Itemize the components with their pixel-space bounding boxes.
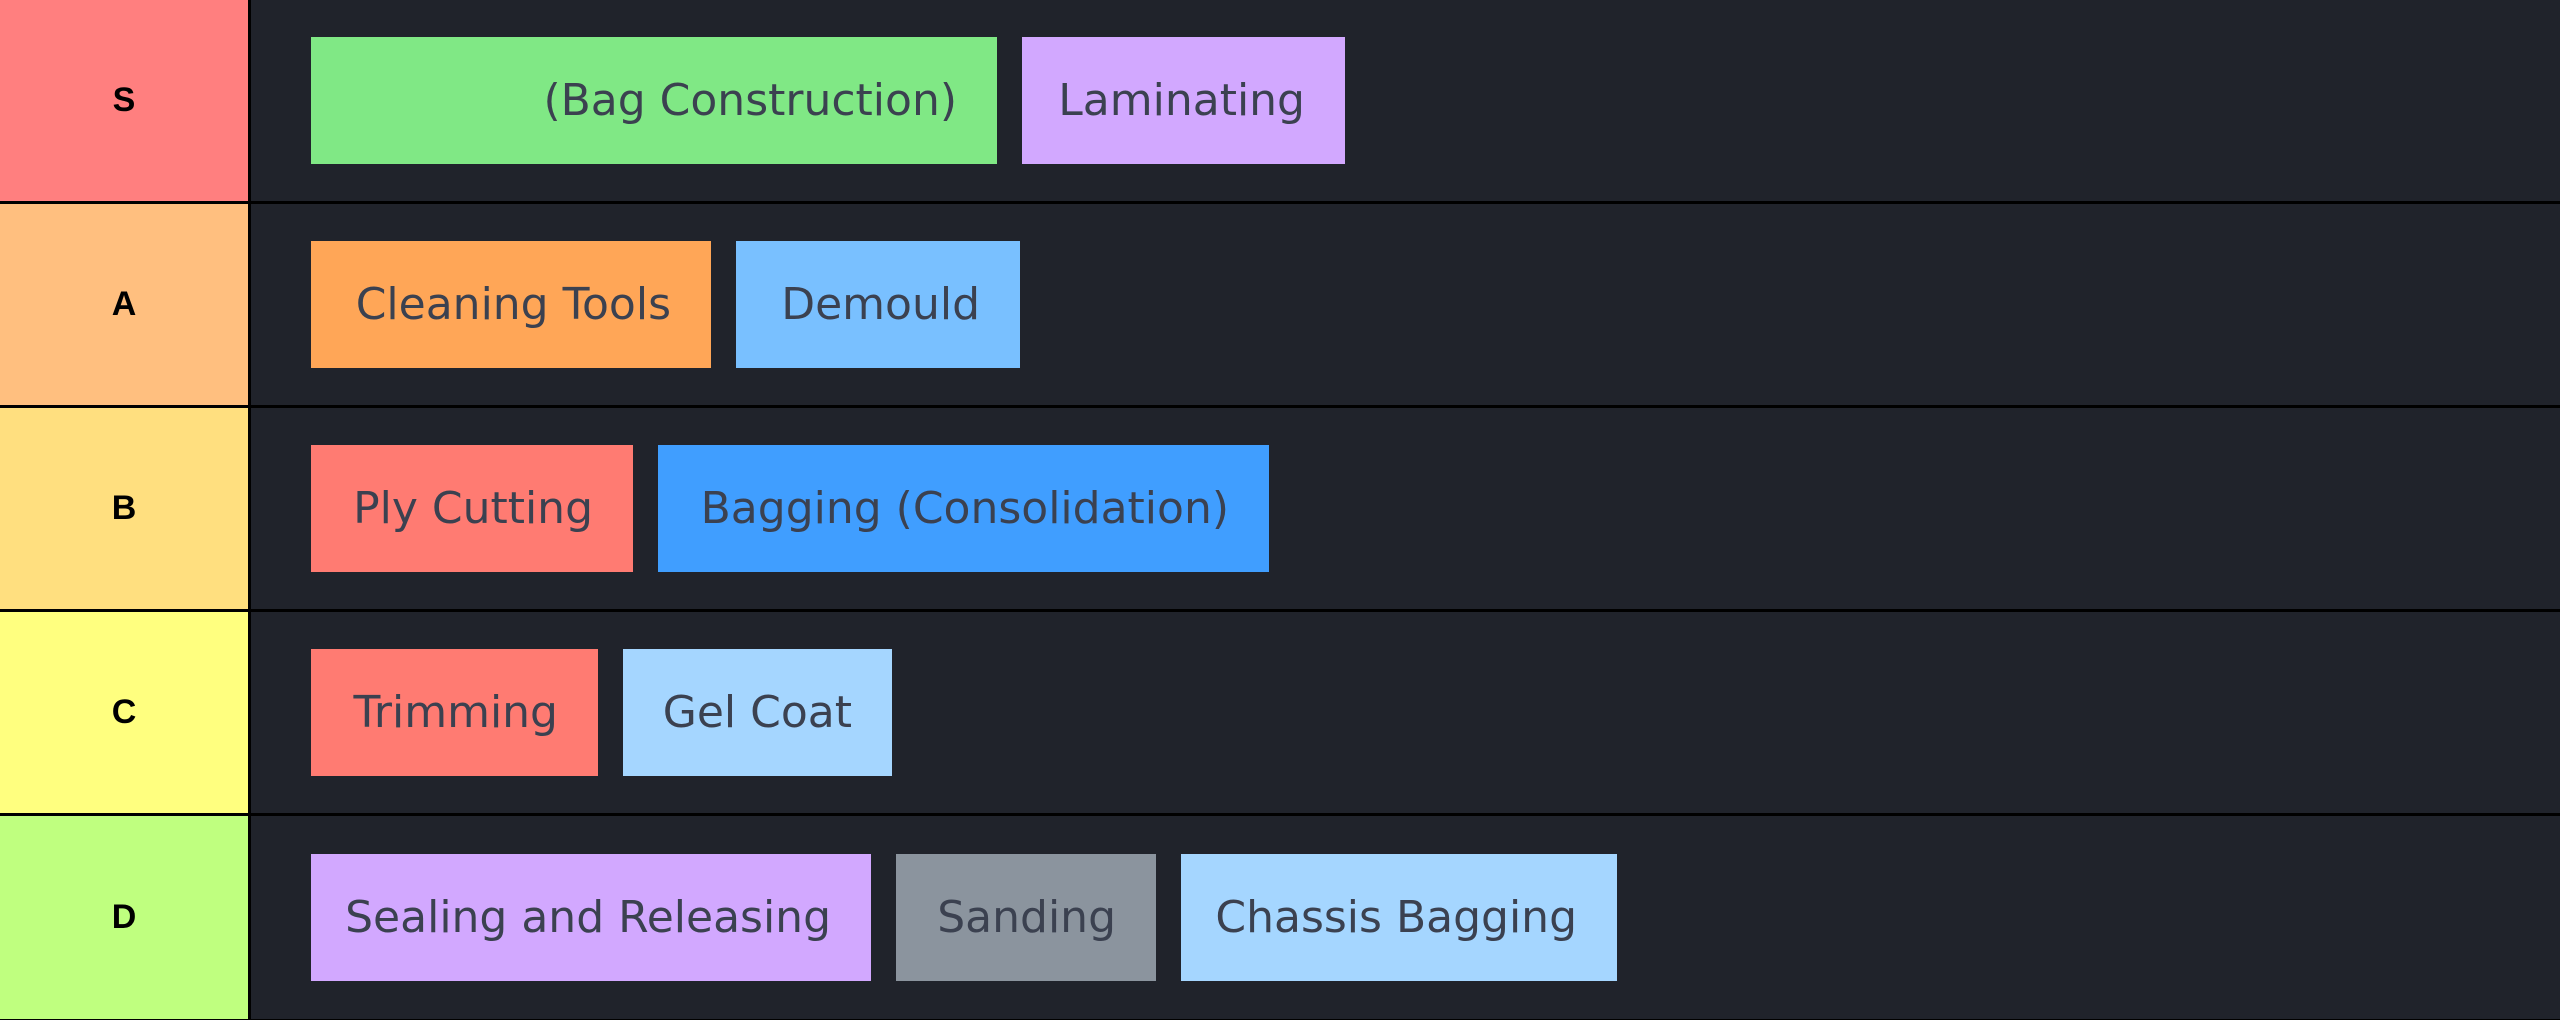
tier-items-a: Cleaning Tools Demould <box>251 204 2560 405</box>
tier-row-s: S (Bag Construction) Laminating <box>0 0 2560 201</box>
tier-label-s: S <box>0 0 248 201</box>
tier-row-a: A Cleaning Tools Demould <box>0 204 2560 405</box>
tier-items-b: Ply Cutting Bagging (Consolidation) <box>251 408 2560 609</box>
tier-item[interactable]: Ply Cutting <box>311 445 633 572</box>
tier-item[interactable]: (Bag Construction) <box>311 37 997 164</box>
tier-item[interactable]: Bagging (Consolidation) <box>658 445 1269 572</box>
tier-items-d: Sealing and Releasing Sanding Chassis Ba… <box>251 816 2560 1019</box>
tier-item[interactable]: Gel Coat <box>623 649 892 776</box>
tier-item[interactable]: Cleaning Tools <box>311 241 711 368</box>
tier-row-b: B Ply Cutting Bagging (Consolidation) <box>0 408 2560 609</box>
tier-row-c: C Trimming Gel Coat <box>0 612 2560 813</box>
tier-label-b: B <box>0 408 248 609</box>
tier-label-a: A <box>0 204 248 405</box>
tier-item[interactable]: Laminating <box>1022 37 1345 164</box>
tier-row-d: D Sealing and Releasing Sanding Chassis … <box>0 816 2560 1019</box>
tier-item[interactable]: Sealing and Releasing <box>311 854 871 981</box>
tier-items-c: Trimming Gel Coat <box>251 612 2560 813</box>
tier-item[interactable]: Trimming <box>311 649 598 776</box>
tier-item[interactable]: Chassis Bagging <box>1181 854 1617 981</box>
tier-label-d: D <box>0 816 248 1019</box>
tier-label-c: C <box>0 612 248 813</box>
tier-item[interactable]: Sanding <box>896 854 1156 981</box>
tier-item[interactable]: Demould <box>736 241 1020 368</box>
tier-items-s: (Bag Construction) Laminating <box>251 0 2560 201</box>
